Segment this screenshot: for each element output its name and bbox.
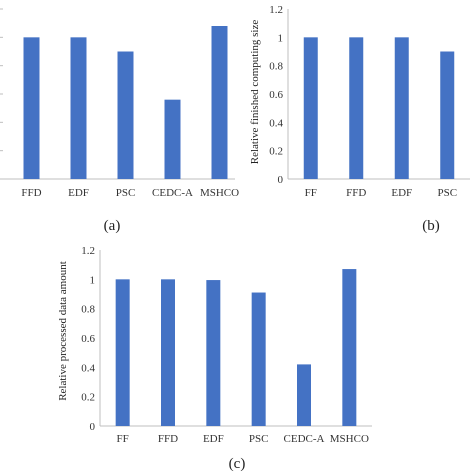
bar-ffd — [349, 37, 364, 180]
bar-ff — [115, 279, 130, 426]
y-tick-label: 1.2 — [81, 245, 95, 257]
x-tick-label: FFD — [158, 433, 178, 445]
y-tick-label: 0.4 — [269, 117, 283, 129]
bar-edf — [394, 37, 409, 180]
x-tick-label: FFD — [21, 187, 41, 199]
bar-cedc-a — [164, 99, 181, 179]
x-tick-label: EDF — [391, 187, 412, 199]
bar-psc — [117, 51, 134, 179]
x-tick-label: EDF — [68, 187, 89, 199]
bar-cedc-a — [297, 364, 311, 426]
bar-ff — [303, 37, 318, 180]
chart-a: (a) FFD EDF PSC CEDC-A MSHCO — [0, 8, 239, 234]
bar-mshco — [211, 26, 228, 179]
y-tick-label: 0.4 — [81, 362, 95, 374]
bar-ffd — [23, 37, 40, 180]
y-tick-label: 0 — [278, 174, 284, 186]
x-tick-label: MSHCO — [330, 433, 369, 445]
y-tick-label: 1 — [90, 274, 96, 286]
y-tick-label: 0.2 — [81, 392, 95, 404]
x-tick-label: FF — [117, 433, 129, 445]
y-tick-label: 0 — [90, 421, 96, 433]
x-tick-label: EDF — [203, 433, 224, 445]
chart-c-panel-label: (c) — [229, 456, 246, 472]
y-tick-label: 0.6 — [269, 89, 283, 101]
y-tick-label: 1 — [278, 32, 284, 44]
chart-c-ylabel: Relative processed data amount — [57, 261, 69, 401]
chart-a-panel-label: (a) — [104, 218, 121, 234]
bar-psc — [251, 292, 266, 426]
chart-b-panel-label: (b) — [422, 218, 440, 234]
bar-psc — [440, 51, 455, 179]
bar-edf — [206, 280, 221, 426]
y-tick-label: 0.8 — [81, 304, 95, 316]
x-tick-label: PSC — [249, 433, 269, 445]
y-tick-label: 0.2 — [269, 146, 283, 158]
bar-mshco — [342, 269, 357, 426]
bar-edf — [70, 37, 87, 180]
x-tick-label: MSHCO — [200, 187, 239, 199]
y-tick-label: 0.6 — [81, 333, 95, 345]
x-tick-label: FFD — [346, 187, 366, 199]
y-tick-label: 1.2 — [269, 4, 283, 16]
x-tick-label: PSC — [437, 187, 457, 199]
x-tick-label: CEDC-A — [284, 433, 325, 445]
y-tick-label: 0.8 — [269, 61, 283, 73]
x-tick-label: PSC — [116, 187, 136, 199]
x-tick-label: FF — [305, 187, 317, 199]
chart-b-ylabel: Relative finished computing size — [249, 20, 261, 165]
x-tick-label: CEDC-A — [152, 187, 193, 199]
chart-b: Relative finished computing size (b) 0 0.… — [249, 4, 470, 234]
bar-ffd — [161, 279, 175, 426]
chart-c: Relative processed data amount (c) 0 0.2 0… — [57, 245, 372, 472]
